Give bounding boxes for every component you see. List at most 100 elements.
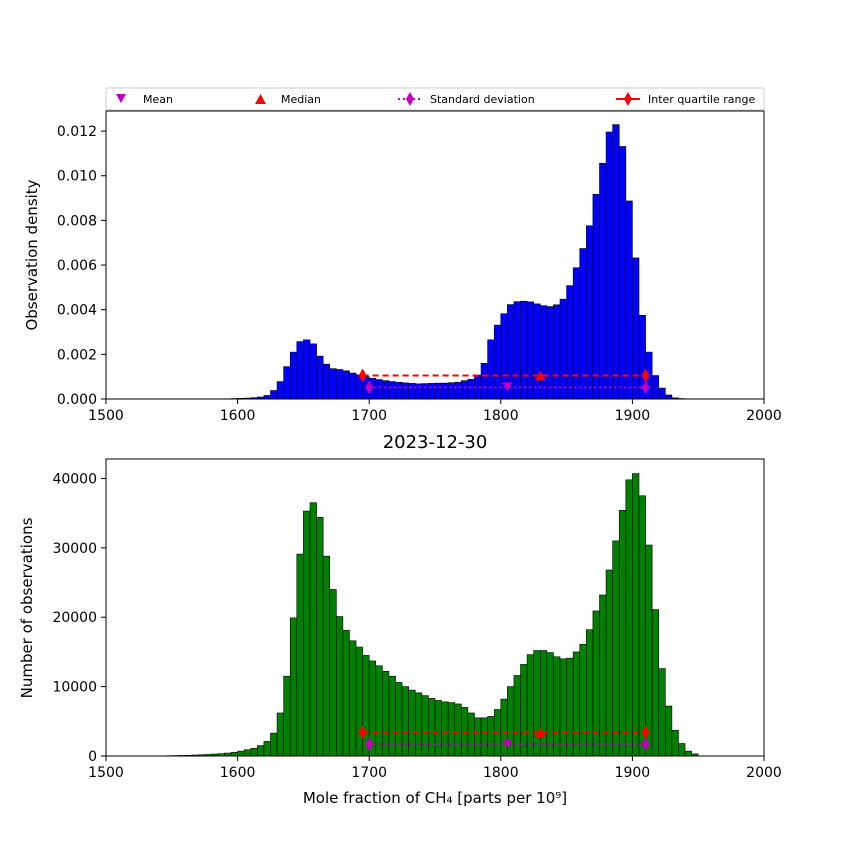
y-tick-label: 0.012 [57, 124, 97, 140]
count-y-axis-label: Number of observations [18, 517, 36, 698]
density-bars [224, 124, 686, 400]
histogram-bar [375, 379, 383, 400]
histogram-bar [651, 609, 660, 757]
histogram-bar [559, 658, 567, 757]
legend-label-median: Median [281, 93, 321, 106]
histogram-bar [520, 300, 528, 400]
y-tick-label: 0.006 [57, 258, 97, 274]
histogram-bar [605, 569, 613, 757]
histogram-bar [513, 301, 521, 400]
histogram-bar [553, 304, 561, 400]
count-x-ticks: 1500 1600 1700 1800 1900 2000 [88, 756, 782, 781]
histogram-bar [664, 394, 673, 400]
histogram-bar [349, 640, 357, 757]
histogram-bar [664, 705, 673, 757]
histogram-bar [355, 646, 363, 757]
density-y-axis-label: Observation density [23, 179, 41, 330]
density-y-ticks: 0.000 0.002 0.004 0.006 0.008 0.010 0.012 [57, 124, 106, 408]
x-tick-label: 1900 [615, 765, 651, 781]
histogram-bar [342, 630, 350, 757]
x-tick-label: 1500 [88, 408, 124, 424]
histogram-bar [546, 652, 554, 757]
histogram-bar [658, 668, 666, 757]
histogram-bar [586, 225, 594, 400]
y-tick-label: 0.010 [57, 169, 97, 185]
legend-entry-std: Standard deviation [398, 92, 535, 106]
histogram-bar [283, 366, 291, 400]
histogram-bar [612, 124, 620, 400]
histogram-bar [592, 193, 600, 400]
histogram-bar [625, 479, 633, 757]
histogram-bar [632, 473, 640, 757]
count-x-axis-label: Mole fraction of CH₄ [parts per 10⁹] [303, 789, 567, 807]
histogram-bar [467, 379, 475, 400]
histogram-bar [250, 748, 258, 757]
histogram-bar [414, 383, 423, 400]
density-iqr-high-marker [641, 368, 650, 383]
x-tick-label: 1600 [220, 408, 256, 424]
histogram-bar [263, 395, 271, 400]
count-stats-markers [358, 725, 650, 752]
histogram-bar [533, 650, 541, 757]
histogram-bar [447, 382, 456, 400]
density-iqr-low-marker [358, 368, 367, 383]
count-y-ticks: 0 10000 20000 30000 40000 [52, 471, 106, 765]
histogram-bar [276, 712, 284, 757]
y-tick-label: 0.002 [57, 347, 97, 363]
count-mean-marker [502, 739, 513, 749]
y-tick-label: 0.008 [57, 213, 97, 229]
histogram-bar [296, 341, 304, 400]
legend-entry-mean: Mean [116, 93, 173, 106]
x-tick-label: 1900 [615, 408, 651, 424]
x-tick-label: 2000 [746, 765, 782, 781]
density-x-ticks: 1500 1600 1700 1800 1900 2000 [88, 399, 782, 424]
histogram-bar [553, 656, 561, 757]
x-tick-label: 2000 [746, 408, 782, 424]
histogram-bar [382, 380, 390, 400]
density-std-low-marker [365, 380, 374, 395]
density-std-high-marker [641, 380, 650, 395]
histogram-bar [263, 741, 271, 757]
histogram-bar [454, 381, 462, 400]
count-iqr-high-marker [641, 725, 650, 740]
histogram-bar [572, 267, 581, 400]
legend: Mean Median Standard deviation Inter qua… [105, 87, 765, 111]
x-tick-label: 1600 [220, 765, 256, 781]
density-median-marker [535, 370, 546, 381]
histogram-bar [289, 617, 298, 757]
histogram-bar [625, 200, 633, 400]
density-mean-marker [502, 382, 513, 392]
histogram-bar [309, 502, 317, 757]
histogram-bar [572, 651, 581, 757]
histogram-bar [401, 686, 409, 757]
legend-label-mean: Mean [143, 93, 173, 106]
histogram-bar [474, 717, 482, 757]
histogram-bar [316, 355, 324, 400]
x-tick-label: 1800 [483, 408, 519, 424]
histogram-bar [526, 301, 534, 400]
histogram-bar [461, 380, 469, 400]
histogram-bar [322, 555, 331, 757]
density-stats-markers [358, 368, 650, 395]
histogram-bar [257, 745, 265, 757]
histogram-bar [539, 305, 548, 400]
histogram-bar [309, 343, 317, 400]
count-plot-frame [105, 458, 765, 757]
histogram-bar [428, 383, 436, 400]
histogram-bar [230, 751, 238, 757]
histogram-bar [632, 257, 640, 400]
median-marker-icon [255, 94, 266, 104]
histogram-bar [335, 616, 344, 757]
histogram-bar [671, 730, 679, 757]
histogram-bar [270, 390, 278, 400]
histogram-bar [605, 131, 613, 400]
histogram-bar [289, 351, 298, 400]
histogram-bar [421, 383, 429, 400]
histogram-bar [276, 381, 284, 400]
histogram-bar [342, 370, 350, 400]
histogram-bar [303, 339, 311, 400]
histogram-bar [322, 363, 331, 400]
histogram-bar [447, 702, 456, 757]
histogram-bar [349, 372, 357, 400]
